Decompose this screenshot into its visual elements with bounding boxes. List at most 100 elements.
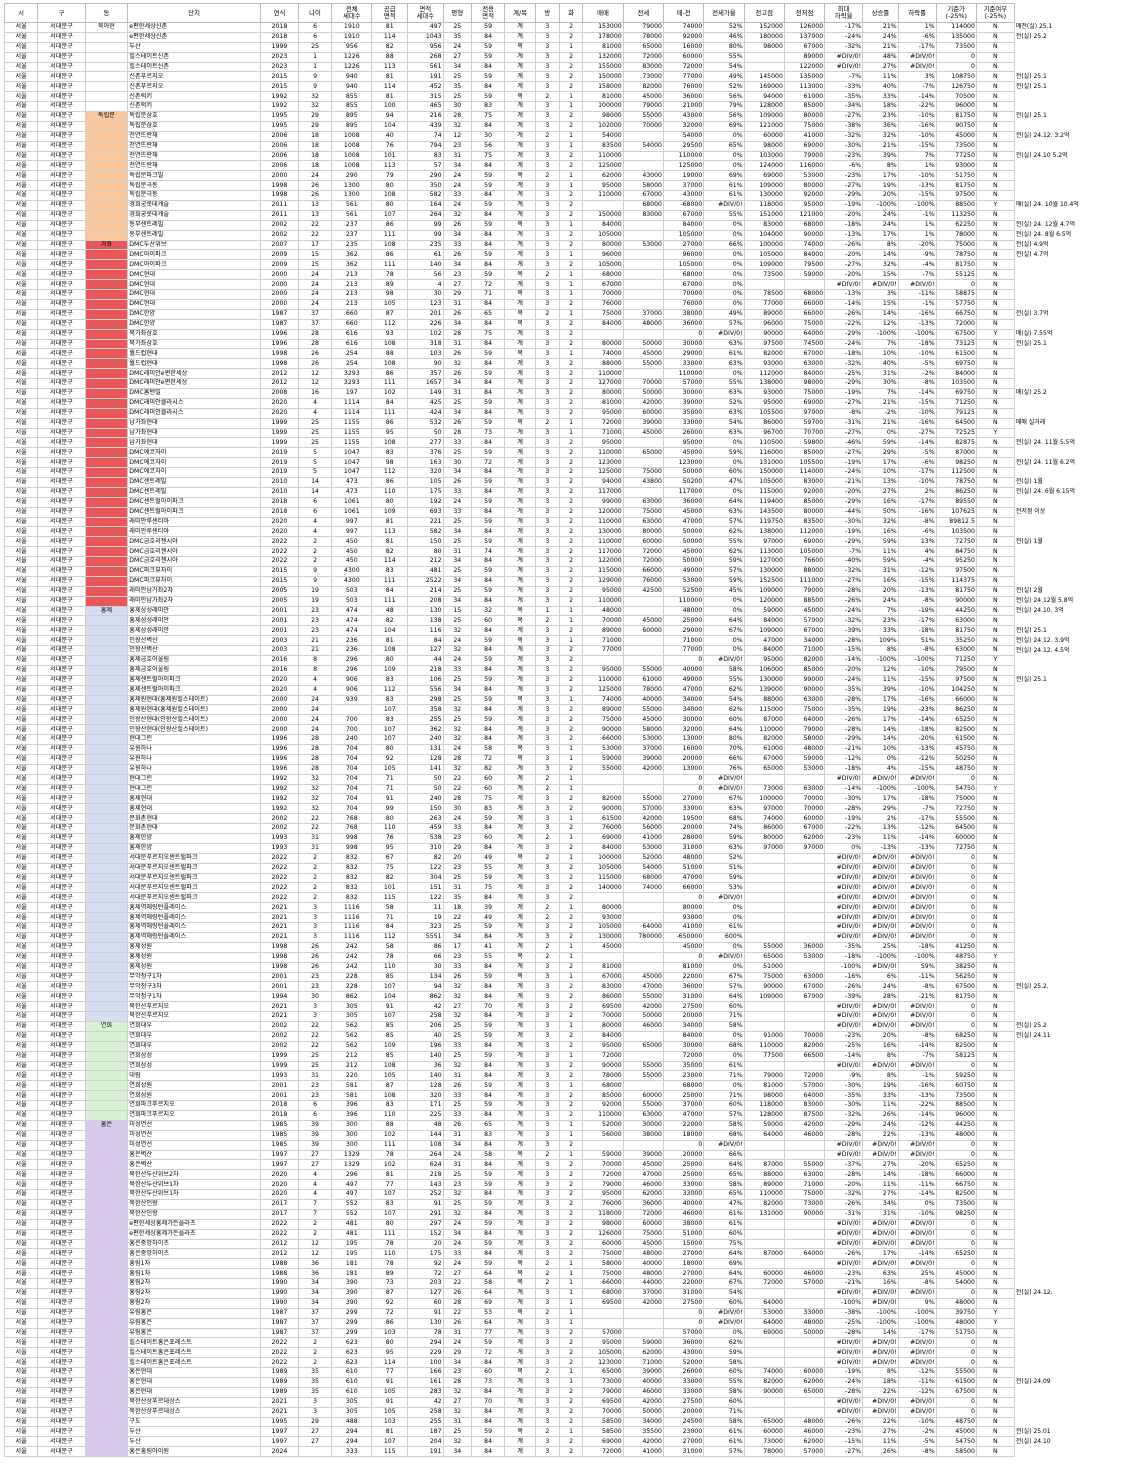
table-cell: -100%	[897, 951, 937, 963]
table-cell: N	[975, 1297, 1015, 1309]
table-cell: 3	[535, 1090, 560, 1102]
table-cell: 81750	[935, 625, 977, 637]
table-cell: 45000	[662, 546, 705, 558]
table-cell	[582, 655, 624, 666]
table-cell: N	[975, 1159, 1015, 1171]
table-cell: 서울	[3, 674, 39, 686]
table-cell: -22%	[824, 823, 864, 835]
table-cell: -44%	[824, 506, 864, 518]
table-cell: 24	[297, 724, 333, 736]
table-cell: #DIV/0!	[897, 1396, 937, 1408]
table-cell: 35	[297, 1377, 333, 1388]
table-cell: 32	[442, 704, 473, 716]
table-cell: 27000	[662, 793, 705, 805]
table-cell: 33	[442, 823, 473, 835]
table-cell: 홍제금호어울림	[127, 664, 262, 676]
table-cell: 1114	[331, 407, 373, 419]
table-cell: 25	[297, 417, 333, 429]
table-cell: 5	[297, 447, 333, 459]
table-cell: 2	[558, 1238, 584, 1250]
table-cell: 서울	[3, 417, 39, 429]
table-cell: 85	[371, 1050, 408, 1062]
table-cell: -22%	[897, 1100, 937, 1111]
table-cell: 31	[442, 1327, 473, 1339]
table-cell: -15%	[897, 190, 937, 202]
table-cell: 86	[371, 1317, 408, 1329]
table-cell: 268	[407, 51, 444, 63]
table-cell: N	[975, 1337, 1015, 1349]
table-cell: 2000	[260, 694, 299, 706]
table-cell: 2010	[260, 486, 299, 498]
table-cell: 60	[407, 1297, 444, 1309]
table-cell: 서울	[3, 744, 39, 755]
table-cell: 73500	[935, 140, 977, 152]
row-note	[1014, 834, 1097, 844]
table-cell: 75000	[582, 308, 624, 320]
table-cell: N	[975, 1090, 1015, 1102]
table-cell: 44	[407, 655, 444, 666]
table-cell: 계	[504, 931, 536, 943]
table-cell: 1990	[260, 1288, 299, 1299]
table-cell: 2	[558, 882, 584, 894]
table-cell: 21000	[662, 101, 705, 113]
table-cell: 77250	[935, 150, 977, 162]
table-cell: 59	[470, 1337, 506, 1349]
table-cell: 70000	[582, 1406, 624, 1418]
table-cell: 서대문구	[37, 41, 86, 53]
table-cell: 254	[331, 348, 373, 360]
table-cell: 34	[442, 407, 473, 419]
table-cell: 155000	[582, 61, 624, 73]
table-cell: 2	[558, 556, 584, 567]
table-cell	[582, 951, 624, 963]
table-cell: 서대문구	[37, 971, 86, 983]
table-cell: 84	[470, 486, 506, 498]
table-cell: 1	[558, 605, 584, 617]
dong-cell	[84, 289, 129, 300]
table-cell: 36000	[662, 496, 705, 508]
table-cell: 서울	[3, 852, 39, 864]
table-cell: N	[975, 170, 1015, 182]
dong-cell	[84, 991, 129, 1003]
table-cell: 92000	[783, 190, 826, 202]
table-cell: 60000	[935, 833, 977, 844]
table-cell: 서울	[3, 427, 39, 439]
table-cell: 서대문구	[37, 734, 86, 746]
table-cell: 서울	[3, 1426, 39, 1438]
table-cell: 4	[297, 516, 333, 528]
table-cell: 26	[297, 941, 333, 953]
table-cell: -14%	[897, 1040, 937, 1052]
table-cell: 41000	[622, 1446, 665, 1458]
table-cell: #DIV/0!	[703, 951, 745, 963]
table-cell: 1	[558, 1258, 584, 1270]
table-cell: 90000	[582, 1060, 624, 1072]
table-cell: 96700	[743, 427, 785, 439]
table-row: 서울 서대문구 DMC현대 2000 24 213 98 30 29 71 복 3 1 70000 7000…	[3, 289, 1098, 300]
table-cell: 89000	[783, 51, 826, 63]
table-cell: 24	[442, 813, 473, 825]
table-cell: 39000	[622, 753, 665, 765]
row-note	[1014, 1298, 1097, 1308]
table-cell: 서대문구	[37, 259, 86, 271]
table-cell: 78000	[743, 1446, 785, 1458]
table-cell: -32%	[824, 41, 864, 53]
table-cell: 2	[558, 358, 584, 370]
table-cell: 99	[371, 803, 408, 815]
table-cell: N	[975, 437, 1015, 449]
table-cell: -21%	[897, 991, 937, 1003]
table-cell: N	[975, 111, 1015, 122]
table-cell: 37	[297, 1327, 333, 1339]
table-cell: 67000	[662, 279, 705, 291]
table-cell: 59	[470, 249, 506, 261]
table-cell: 서대문구	[37, 1179, 86, 1191]
table-cell: 61%	[703, 1426, 745, 1438]
table-row: 서울 서대문구 DMC에코자이 2019 5 1047 98 163 30 72 계 3 2 123000…	[3, 457, 1098, 469]
table-cell: 57000	[783, 1446, 826, 1458]
table-cell: 75	[470, 793, 506, 805]
table-cell: -13%	[824, 289, 864, 300]
table-cell: 1999	[260, 41, 299, 53]
table-cell: 서대문구	[37, 378, 86, 389]
dong-cell	[84, 753, 129, 765]
table-cell: 67500	[935, 328, 977, 340]
table-cell: 69750	[935, 358, 977, 370]
table-cell: N	[975, 1258, 1015, 1270]
